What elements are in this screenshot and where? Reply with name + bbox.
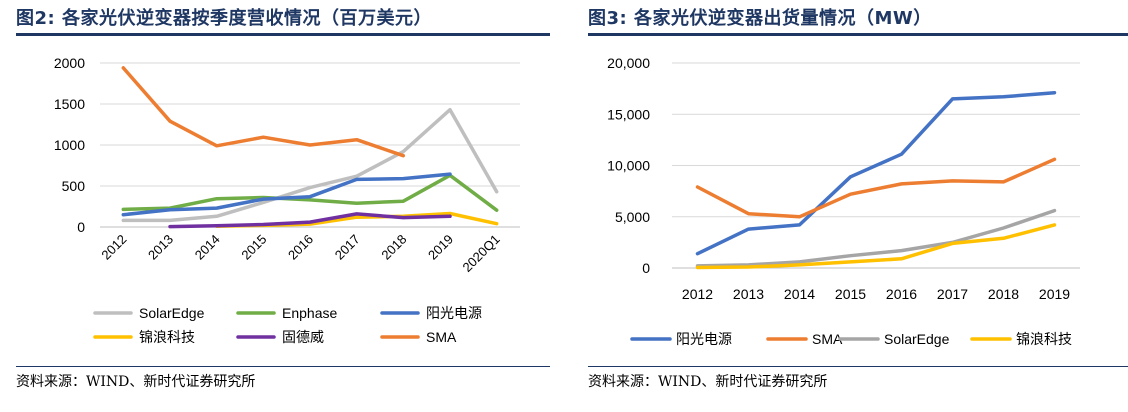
figure-title: 图2: 各家光伏逆变器按季度营收情况（百万美元） — [16, 8, 432, 29]
legend-label: 锦浪科技 — [1016, 331, 1072, 347]
y-tick-label: 0 — [642, 260, 650, 276]
y-tick-label: 1500 — [54, 96, 85, 112]
source-rule — [588, 366, 1128, 367]
x-tick-label: 2017 — [332, 232, 363, 263]
x-tick-label: 2013 — [733, 286, 764, 302]
source-note: 资料来源：WIND、新时代证券研究所 — [588, 374, 828, 390]
x-tick-label: 2014 — [192, 232, 223, 263]
y-tick-label: 2000 — [54, 55, 85, 71]
series-line — [121, 107, 499, 223]
y-tick-label: 15,000 — [607, 106, 650, 122]
legend-label: 阳光电源 — [676, 331, 732, 347]
legend-label: SolarEdge — [884, 331, 950, 347]
legend-label: 阳光电源 — [426, 305, 482, 321]
series-line — [168, 212, 452, 229]
x-tick-label: 2012 — [98, 232, 129, 263]
figure-title: 图3: 各家光伏逆变器出货量情况（MW） — [588, 8, 932, 29]
y-tick-label: 1000 — [54, 137, 85, 153]
x-tick-label: 2016 — [285, 232, 316, 263]
x-tick-label: 2016 — [886, 286, 917, 302]
source-note: 资料来源：WIND、新时代证券研究所 — [16, 374, 256, 390]
legend-label: Enphase — [282, 305, 337, 321]
x-tick-label: 2019 — [1039, 286, 1070, 302]
source-rule — [16, 366, 550, 367]
x-tick-label: 2018 — [988, 286, 1019, 302]
series-line — [695, 157, 1057, 219]
series-line — [695, 90, 1057, 256]
series-line — [121, 173, 499, 212]
y-tick-label: 0 — [77, 219, 85, 235]
y-tick-label: 20,000 — [607, 55, 650, 71]
series-line — [121, 172, 452, 217]
x-tick-label: 2018 — [378, 232, 409, 263]
x-tick-label: 2017 — [937, 286, 968, 302]
legend-label: 锦浪科技 — [139, 329, 195, 345]
y-tick-label: 5,000 — [615, 209, 650, 225]
x-tick-label: 2019 — [425, 232, 456, 263]
series-line — [695, 208, 1057, 268]
x-tick-label: 2013 — [145, 232, 176, 263]
x-tick-label: 2012 — [682, 286, 713, 302]
title-rule — [16, 33, 550, 36]
series-line — [121, 66, 406, 158]
legend-label: SMA — [426, 329, 457, 345]
x-tick-label: 2020Q1 — [459, 232, 502, 275]
x-tick-label: 2015 — [835, 286, 866, 302]
legend-label: 固德威 — [282, 329, 324, 345]
chart-panel-shipments: 图3: 各家光伏逆变器出货量情况（MW） 0 5,000 10,000 15,000 2… — [572, 0, 1128, 412]
x-tick-label: 2014 — [784, 286, 815, 302]
x-tick-label: 2015 — [238, 232, 269, 263]
legend-label: SMA — [812, 331, 843, 347]
chart-panel-revenue: 图2: 各家光伏逆变器按季度营收情况（百万美元） 0 500 1000 1500 200… — [0, 0, 552, 412]
title-rule — [588, 33, 1128, 36]
legend-label: SolarEdge — [139, 305, 205, 321]
y-tick-label: 500 — [62, 178, 86, 194]
y-tick-label: 10,000 — [607, 158, 650, 174]
revenue-line-chart: 0 500 1000 1500 2000 2012 2013 2014 2015 2016 2017… — [54, 55, 520, 345]
series-line — [695, 223, 1057, 270]
shipment-line-chart: 0 5,000 10,000 15,000 20,000 2012 2013 2014 2015… — [607, 55, 1080, 347]
